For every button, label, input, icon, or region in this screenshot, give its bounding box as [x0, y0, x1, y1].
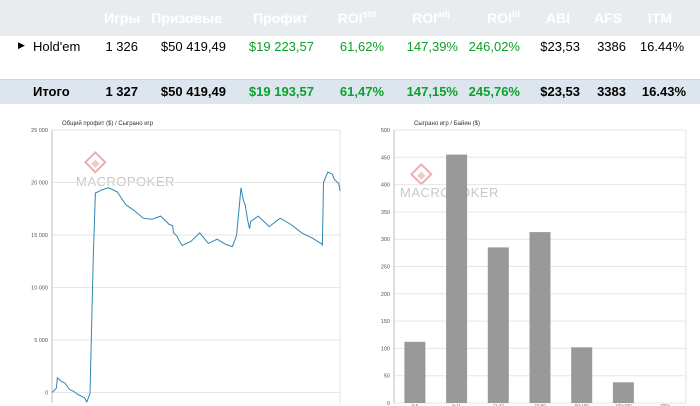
bar: [487, 247, 509, 403]
bar: [571, 347, 593, 403]
x-tick-label: 11-22: [493, 403, 505, 406]
totals-prize: $50 419,49: [160, 84, 226, 99]
y-tick-label: 50: [384, 374, 390, 380]
buyin-chart: Сыграно игр / Байин ($) MACROPOKER 05010…: [350, 113, 700, 406]
y-tick-label: 25 000: [31, 128, 48, 134]
col-header-profit[interactable]: Профит: [253, 10, 308, 26]
y-tick-label: 0: [45, 391, 48, 397]
col-header-roi-std[interactable]: ROIstd: [337, 9, 376, 26]
buyin-chart-title: Сыграно игр / Байин ($): [414, 121, 480, 127]
row-games: 1 326: [105, 39, 138, 54]
y-tick-label: 10 000: [31, 286, 48, 292]
totals-profit: $19 193,57: [248, 84, 314, 99]
col-header-itm[interactable]: ITM: [647, 10, 672, 26]
row-prize: $50 419,49: [160, 39, 226, 54]
totals-roi-bi: 245,76%: [468, 84, 520, 99]
x-tick-label: 200+: [660, 403, 671, 406]
y-tick-label: 450: [381, 155, 390, 161]
profit-series-line: [51, 171, 341, 404]
row-roi-std: 61,62%: [339, 39, 384, 54]
row-roi-bi: 246,02%: [468, 39, 520, 54]
y-tick-label: 250: [381, 265, 390, 271]
x-tick-label: 100-200: [615, 403, 632, 406]
totals-roi-std: 61,47%: [339, 84, 384, 99]
x-tick-label: 50-100: [575, 403, 590, 406]
row-abi: $23,53: [540, 39, 580, 54]
x-tick-label: 5-11: [452, 403, 461, 406]
totals-afs: 3383: [597, 84, 626, 99]
y-tick-label: 350: [381, 210, 390, 216]
totals-roi-adj: 147,15%: [406, 84, 458, 99]
table-header: Игры Призовые Профит ROIstd ROIadj ROIbi…: [0, 0, 700, 36]
x-tick-label: 0-5: [412, 403, 419, 406]
bar: [446, 154, 468, 403]
col-header-prize[interactable]: Призовые: [151, 10, 222, 26]
y-tick-label: 5 000: [34, 338, 48, 344]
y-tick-label: 200: [381, 292, 390, 298]
y-tick-label: 15 000: [31, 233, 48, 239]
col-header-games[interactable]: Игры: [104, 10, 141, 26]
y-tick-label: 150: [381, 319, 390, 325]
y-tick-label: 0: [387, 401, 390, 406]
col-header-afs[interactable]: AFS: [594, 10, 622, 26]
col-header-roi-adj[interactable]: ROIadj: [412, 9, 450, 26]
totals-abi: $23,53: [540, 84, 580, 99]
watermark-text: MACROPOKER: [76, 174, 175, 189]
col-header-abi[interactable]: ABI: [545, 10, 570, 26]
row-afs: 3386: [597, 39, 626, 54]
totals-row: Итого 1 327 $50 419,49 $19 193,57 61,47%…: [0, 79, 700, 104]
profit-chart-plot: MACROPOKER 0 5 000 10 000 15 000 20 000 25 00…: [31, 128, 341, 404]
watermark-logo: MACROPOKER: [76, 150, 175, 189]
expand-row-icon[interactable]: ▶: [18, 40, 25, 50]
y-tick-label: 300: [381, 237, 390, 243]
col-header-roi-bi[interactable]: ROIbi: [487, 9, 520, 26]
y-tick-label: 500: [381, 128, 390, 134]
x-tick-label: 22-50: [534, 403, 546, 406]
bar: [529, 232, 551, 403]
buyin-chart-plot: MACROPOKER 05010015020025030035040045050…: [381, 128, 687, 406]
totals-label: Итого: [33, 84, 70, 99]
profit-chart: Общий профит ($) / Сыграно игр MACROPOKE…: [0, 113, 350, 406]
y-tick-label: 20 000: [31, 181, 48, 187]
row-profit: $19 223,57: [248, 39, 314, 54]
row-itm: 16.44%: [639, 39, 684, 54]
totals-itm: 16.43%: [641, 84, 686, 99]
bar: [404, 341, 426, 403]
y-tick-label: 100: [381, 346, 390, 352]
y-tick-label: 400: [381, 183, 390, 189]
profit-chart-title: Общий профит ($) / Сыграно игр: [62, 121, 154, 127]
bar: [612, 382, 634, 403]
totals-games: 1 327: [105, 84, 138, 99]
row-roi-adj: 147,39%: [406, 39, 458, 54]
row-name: Hold'em: [33, 39, 81, 54]
